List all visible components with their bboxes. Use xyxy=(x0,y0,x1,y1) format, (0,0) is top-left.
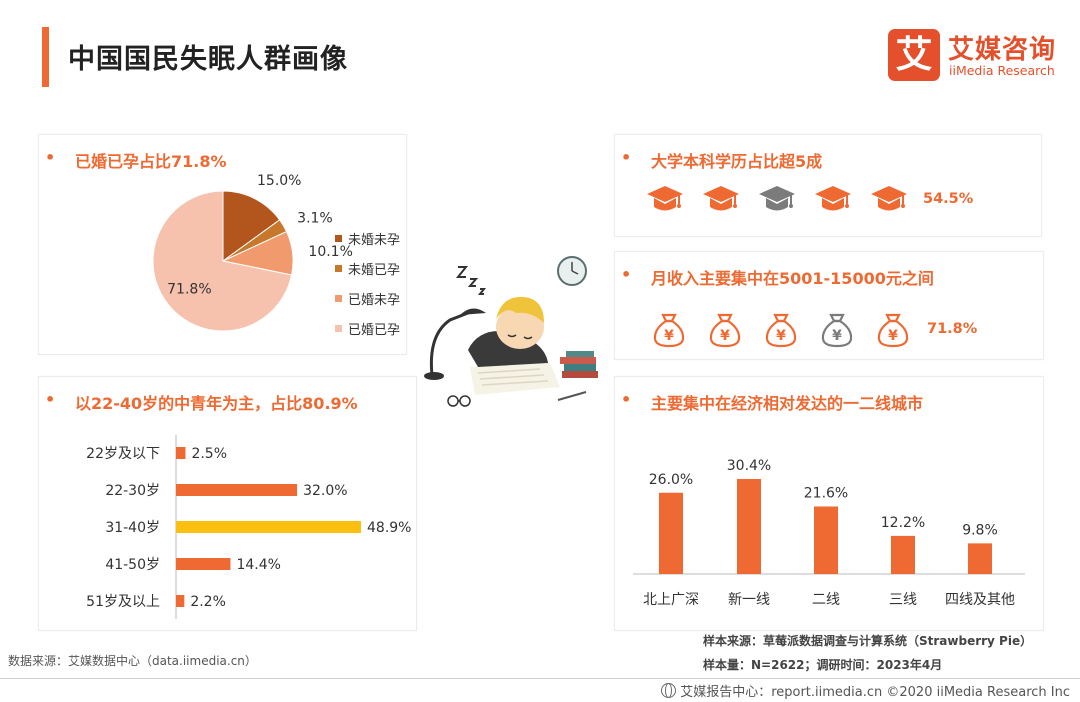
pie-data-label: 15.0% xyxy=(257,173,301,189)
svg-text:¥: ¥ xyxy=(832,328,842,344)
age-bar-chart: 22岁及以下 2.5% 22-30岁 32.0% 31-40岁 48.9% 41-50岁 14… xyxy=(86,435,411,619)
age-value-label: 2.2% xyxy=(190,594,226,610)
pie-data-label: 3.1% xyxy=(297,210,333,226)
age-category-label: 22岁及以下 xyxy=(86,446,160,462)
age-bar xyxy=(176,484,298,496)
pie-data-label: 71.8% xyxy=(167,281,211,297)
legend-swatch xyxy=(335,295,342,302)
age-category-label: 31-40岁 xyxy=(105,520,160,536)
age-category-label: 41-50岁 xyxy=(105,557,160,573)
education-value: 54.5% xyxy=(923,191,974,207)
glasses-icon xyxy=(447,395,471,407)
age-value-label: 14.4% xyxy=(236,557,280,573)
city-bar xyxy=(659,492,683,574)
legend-swatch xyxy=(335,325,342,332)
city-value-label: 26.0% xyxy=(649,472,693,488)
income-icon-row: ¥ ¥ ¥ ¥ ¥71.8% xyxy=(641,309,977,349)
graduation-cap-icon xyxy=(637,179,693,219)
city-value-label: 9.8% xyxy=(962,522,998,538)
age-heading: 以22-40岁的中青年为主，占比80.9% xyxy=(45,390,358,414)
wall-clock-icon xyxy=(557,256,587,286)
city-category-label: 北上广深 xyxy=(643,592,699,608)
city-card: 主要集中在经济相对发达的一二线城市 26.0% 北上广深 30.4% 新一线 21.6%… xyxy=(614,376,1044,631)
city-category-label: 三线 xyxy=(889,592,917,608)
age-bar xyxy=(176,595,185,607)
svg-text:¥: ¥ xyxy=(720,328,730,344)
report-footer-text: 艾媒报告中心：report.iimedia.cn ©2020 iiMedia R… xyxy=(680,685,1070,700)
money-bag-icon: ¥ xyxy=(697,309,753,349)
age-bar xyxy=(176,447,186,459)
income-value: 71.8% xyxy=(927,321,978,337)
age-value-label: 32.0% xyxy=(303,483,347,499)
legend-swatch xyxy=(335,235,342,242)
pie-slice xyxy=(222,190,281,262)
globe-icon xyxy=(661,683,677,698)
svg-text:¥: ¥ xyxy=(664,328,674,344)
data-source: 数据来源：艾媒数据中心（data.iimedia.cn） xyxy=(8,654,257,668)
logo-name-en: iiMedia Research xyxy=(949,63,1055,78)
iimedia-logo: 艾 艾媒咨询 iiMedia Research xyxy=(888,29,1060,83)
age-bar xyxy=(176,521,361,533)
city-value-label: 30.4% xyxy=(727,458,771,474)
age-category-label: 51岁及以上 xyxy=(86,594,160,610)
marital-heading: 已婚已孕占比71.8% xyxy=(45,148,226,172)
logo-mark: 艾 xyxy=(888,29,940,81)
city-bar xyxy=(814,506,838,574)
book-stack-icon xyxy=(560,351,598,378)
education-card: 大学本科学历占比超5成 54.5% xyxy=(614,134,1042,237)
money-bag-icon: ¥ xyxy=(809,309,865,349)
sleeping-person-illustration xyxy=(424,256,598,407)
city-bar xyxy=(737,479,761,574)
income-heading: 月收入主要集中在5001-15000元之间 xyxy=(621,265,934,289)
legend-swatch xyxy=(335,265,342,272)
svg-text:¥: ¥ xyxy=(888,328,898,344)
footer-divider xyxy=(0,678,1080,679)
svg-text:¥: ¥ xyxy=(776,328,786,344)
graduation-cap-icon xyxy=(693,179,749,219)
age-card: 以22-40岁的中青年为主，占比80.9% 22岁及以下 2.5% 22-30岁 32… xyxy=(38,376,417,631)
income-card: 月收入主要集中在5001-15000元之间 ¥ ¥ ¥ ¥ ¥71.8% xyxy=(614,251,1044,360)
age-value-label: 2.5% xyxy=(191,446,227,462)
age-category-label: 22-30岁 xyxy=(105,483,160,499)
money-bag-icon: ¥ xyxy=(641,309,697,349)
graduation-cap-icon xyxy=(749,179,805,219)
city-bar xyxy=(968,543,992,574)
city-value-label: 12.2% xyxy=(881,515,925,531)
legend-label: 未婚未孕 xyxy=(348,233,400,248)
money-bag-icon: ¥ xyxy=(865,309,921,349)
pencil-icon xyxy=(557,391,587,401)
sample-size: 样本量：N=2622；调研时间：2023年4月 xyxy=(703,658,943,672)
money-bag-icon: ¥ xyxy=(753,309,809,349)
legend-label: 已婚未孕 xyxy=(348,293,400,308)
graduation-cap-icon xyxy=(861,179,917,219)
desk-lamp-icon xyxy=(424,308,486,380)
graduation-cap-icon xyxy=(805,179,861,219)
sleep-zzz-icon xyxy=(455,266,487,295)
city-bar-chart: 26.0% 北上广深 30.4% 新一线 21.6% 二线 12.2% 三线 9.8% 四线及其他 xyxy=(633,458,1025,608)
city-category-label: 四线及其他 xyxy=(945,592,1015,608)
title-accent-bar xyxy=(42,27,49,87)
education-heading: 大学本科学历占比超5成 xyxy=(621,148,822,172)
city-heading: 主要集中在经济相对发达的一二线城市 xyxy=(621,390,923,414)
sleeping-person-figure xyxy=(468,296,548,367)
marital-card: 已婚已孕占比71.8% 15.0% 3.1% 10.1% 71.8% 未婚未孕未婚已孕已… xyxy=(38,134,407,355)
pie-data-label: 10.1% xyxy=(308,244,352,260)
logo-name-cn: 艾媒咨询 xyxy=(948,35,1057,65)
report-footer: 艾媒报告中心：report.iimedia.cn ©2020 iiMedia R… xyxy=(661,681,1070,700)
education-icon-row: 54.5% xyxy=(637,179,973,219)
age-value-label: 48.9% xyxy=(367,520,411,536)
city-category-label: 二线 xyxy=(812,592,840,608)
age-bar xyxy=(176,558,231,570)
pie-slice xyxy=(152,190,293,332)
city-category-label: 新一线 xyxy=(728,592,770,608)
legend-label: 已婚已孕 xyxy=(348,323,400,338)
page-title: 中国国民失眠人群画像 xyxy=(68,44,348,75)
city-value-label: 21.6% xyxy=(804,486,848,502)
sample-source: 样本来源：草莓派数据调查与计算系统（Strawberry Pie） xyxy=(703,634,1033,648)
legend-label: 未婚已孕 xyxy=(348,263,400,278)
city-bar xyxy=(891,535,915,574)
